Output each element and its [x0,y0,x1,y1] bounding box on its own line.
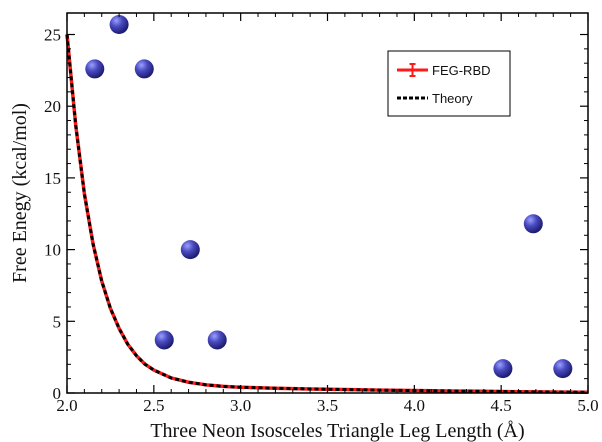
y-tick-label: 15 [44,169,61,188]
series-lines [65,34,589,395]
legend-swatch-feg-rbd [397,63,428,77]
x-tick-label: 2.5 [143,396,164,415]
neon-atom-marker-5 [180,240,200,260]
neon-atom-marker-9 [553,359,573,379]
x-axis-title: Three Neon Isosceles Triangle Leg Length… [150,420,524,442]
y-tick-label: 5 [53,312,62,331]
neon-atom-marker-8 [523,214,543,234]
neon-atom-marker-4 [154,330,174,350]
legend-box [387,50,511,117]
neon-atom-marker-7 [493,359,513,379]
axis-tick-labels: 2.0 2.5 3.0 3.5 4.0 4.5 5.0 0 5 10 15 20 25 [44,26,599,415]
x-tick-label: 4.0 [404,396,425,415]
x-tick-label: 5.0 [577,396,598,415]
x-tick-label: 2.0 [56,396,77,415]
axis-ticks [66,13,589,394]
y-tick-label: 0 [53,384,62,403]
neon-atom-marker-1 [85,59,105,79]
legend-label: Theory [432,91,473,106]
legend: FEG-RBD Theory [387,50,511,117]
x-tick-label: 3.0 [230,396,251,415]
neon-atom-marker-3 [134,59,154,79]
x-tick-label: 3.5 [317,396,338,415]
series-line-theory [65,34,589,394]
legend-label: FEG-RBD [432,63,491,78]
y-tick-label: 10 [44,241,61,260]
x-tick-label: 4.5 [491,396,512,415]
y-tick-label: 25 [44,26,61,45]
neon-atom-marker-6 [207,330,227,350]
neon-atom-markers [85,14,573,379]
y-tick-label: 20 [44,97,61,116]
y-axis-title: Free Enegy (kcal/mol) [9,103,31,283]
neon-atom-marker-2 [109,14,129,34]
